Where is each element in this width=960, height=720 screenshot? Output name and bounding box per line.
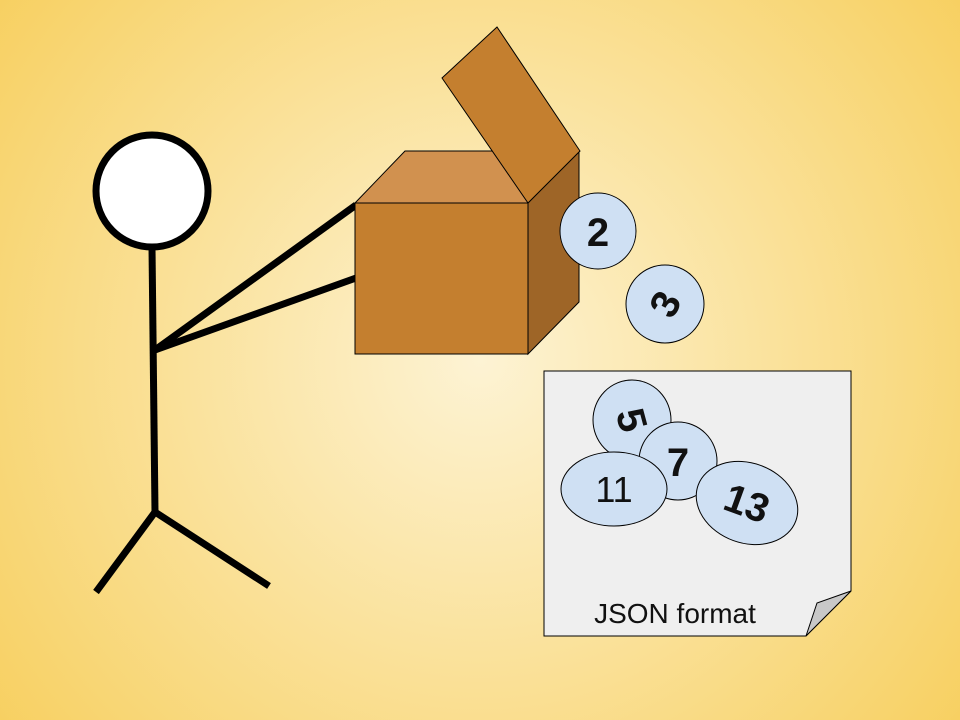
ball-2-label: 2	[587, 211, 609, 255]
figure-leg-left	[93, 509, 158, 595]
ball-7-label: 7	[667, 441, 689, 485]
ball-11-label: 11	[595, 469, 632, 510]
number-balls: 2 3 5 7 11 13	[559, 192, 799, 546]
ball-3-shape	[625, 264, 705, 344]
figure-body	[148, 246, 159, 513]
figure-leg-right	[153, 509, 271, 589]
ball-5: 5	[592, 379, 672, 461]
ball-11-shape	[560, 451, 668, 527]
ball-11: 11	[560, 451, 668, 527]
ball-3: 3	[625, 264, 705, 344]
ball-2-shape	[559, 192, 637, 270]
ball-13: 13	[695, 460, 799, 546]
box-front	[354, 202, 529, 355]
figure-head	[92, 131, 212, 251]
figure-arm-upper	[152, 202, 359, 353]
box	[353, 26, 581, 356]
box-lid	[441, 26, 581, 204]
ball-2: 2	[559, 192, 637, 270]
stick-figure	[92, 131, 359, 595]
paper-fold-corner	[805, 590, 852, 637]
ball-13-shape	[695, 460, 799, 546]
figure-arm-lower	[153, 274, 358, 354]
document-caption: JSON format	[594, 598, 756, 629]
